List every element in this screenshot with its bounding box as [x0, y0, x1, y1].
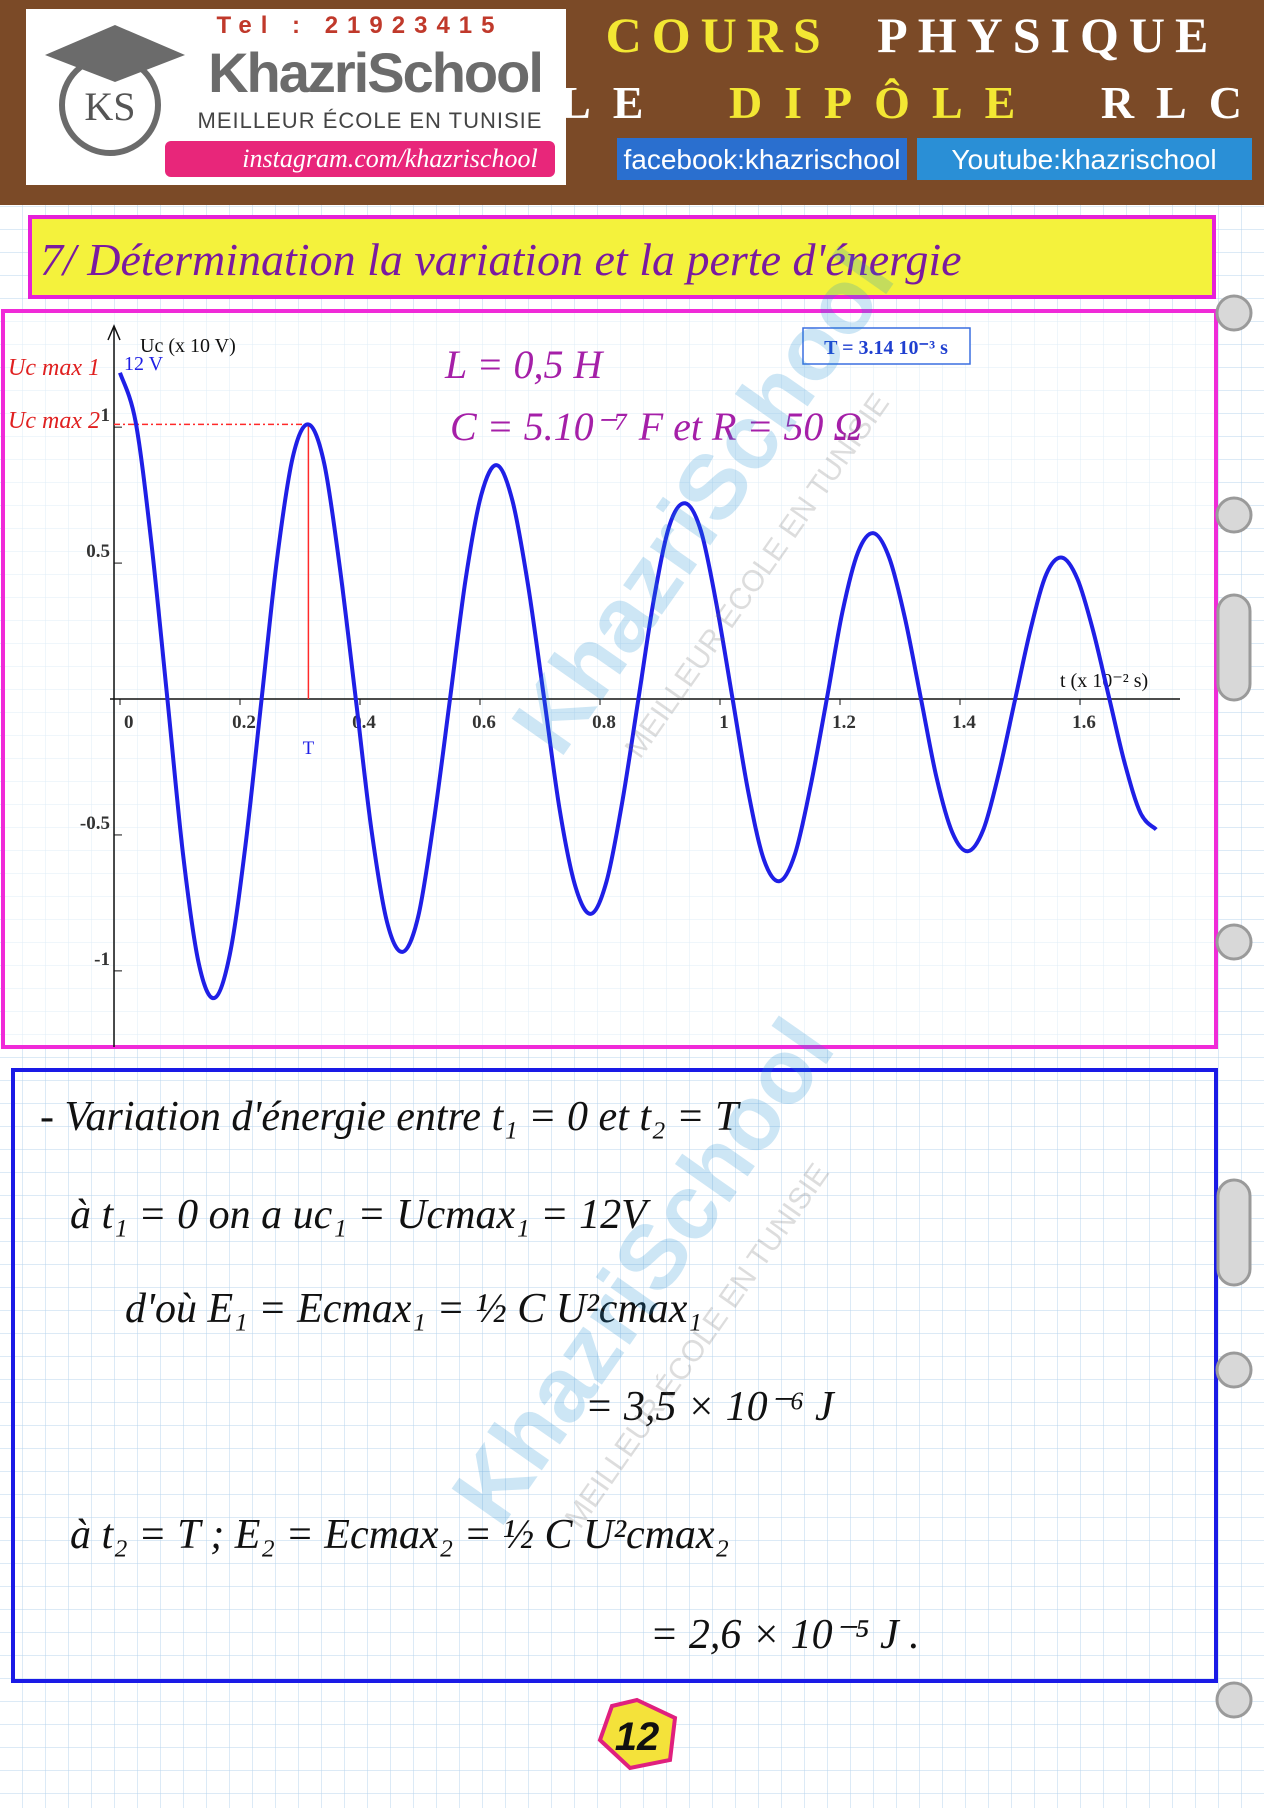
hole — [1215, 496, 1253, 534]
note-line: - Variation d'énergie entre t₁ = 0 et t₂… — [40, 1094, 741, 1140]
logo-cap — [45, 25, 185, 82]
header-title-1: COURS PHYSIQUE — [606, 7, 1219, 63]
chart-box — [1, 309, 1218, 1049]
note-line: à t₁ = 0 on a uc₁ = Ucmax₁ = 12V — [70, 1192, 651, 1238]
hole — [1216, 593, 1252, 702]
hole — [1215, 1351, 1253, 1389]
title-word: PHYSIQUE — [877, 7, 1218, 63]
y-axis-label: Uc (x 10 V) — [140, 335, 236, 357]
hole — [1215, 1681, 1253, 1719]
title-word: COURS — [606, 7, 831, 63]
header-tel: Tel : 21923415 — [216, 12, 503, 39]
annotation: 12 V — [124, 353, 164, 375]
hole — [1216, 1178, 1252, 1287]
header-brand: KhazriSchool — [208, 41, 542, 104]
x-tick-label: 0.2 — [232, 712, 256, 733]
annotation: Uc max 2 — [8, 408, 100, 434]
page-number-badge — [597, 1697, 678, 1771]
section-title: 7/ Détermination la variation et la pert… — [40, 234, 962, 285]
y-axis-arrow — [107, 324, 121, 341]
instagram-badge — [165, 141, 555, 177]
x-tick-label: 0.8 — [592, 712, 616, 733]
header: KS Tel : 21923415 KhazriSchool MEILLEUR … — [0, 0, 1264, 205]
note-line: = 2,6 × 10⁻⁵ J . — [650, 1612, 920, 1658]
x-tick-label: 1.2 — [832, 712, 856, 733]
title-word: RLC — [1101, 77, 1264, 128]
annotation-box — [802, 327, 971, 365]
youtube-badge — [917, 138, 1252, 180]
logo-text: KS — [84, 84, 135, 129]
note-line: = 3,5 × 10⁻⁶ J — [585, 1384, 836, 1430]
x-tick-label: 0 — [124, 712, 134, 733]
y-tick-label: 1 — [101, 405, 111, 426]
header-youtube: Youtube:khazrischool — [951, 144, 1216, 175]
x-tick-label: 1 — [719, 712, 729, 733]
notes-box — [11, 1068, 1218, 1683]
hole — [1215, 294, 1253, 332]
x-tick-label: 0.6 — [472, 712, 496, 733]
annotation: Uc max 1 — [8, 355, 100, 381]
page-number: 12 — [615, 1715, 660, 1759]
title-word: LE — [560, 77, 665, 128]
annotation: L = 0,5 H — [444, 342, 605, 387]
annotation: T = 3.14 10⁻³ s — [824, 337, 948, 359]
x-tick-label: 1.6 — [1072, 712, 1096, 733]
binder-holes — [1215, 294, 1253, 1719]
hole — [1215, 923, 1253, 961]
header-title-2: LE DIPÔLE RLC — [560, 77, 1264, 128]
y-tick-label: -1 — [94, 949, 110, 970]
note-line: d'où E₁ = Ecmax₁ = ½ C U²cmax₁ — [125, 1286, 702, 1332]
facebook-badge — [617, 138, 907, 180]
y-tick-label: 0.5 — [86, 541, 110, 562]
header-facebook: facebook:khazrischool — [623, 144, 900, 175]
annotation: C = 5.10⁻⁷ F et R = 50 Ω — [450, 404, 862, 449]
note-line: à t₂ = T ; E₂ = Ecmax₂ = ½ C U²cmax₂ — [70, 1512, 729, 1558]
chart: t (x 10⁻² s)Uc (x 10 V)0 0.2 0.4 0.6 0.8 1 1.2… — [8, 324, 1180, 1047]
annotation: T — [303, 738, 315, 759]
series-line — [118, 372, 1158, 1001]
header-tagline: MEILLEUR ÉCOLE EN TUNISIE — [198, 108, 543, 133]
title-word: DIPÔLE — [729, 77, 1037, 128]
header-instagram: instagram.com/khazrischool — [242, 144, 537, 173]
section-title-box — [28, 215, 1216, 299]
y-tick-label: -0.5 — [80, 813, 110, 834]
x-tick-label: 1.4 — [952, 712, 976, 733]
